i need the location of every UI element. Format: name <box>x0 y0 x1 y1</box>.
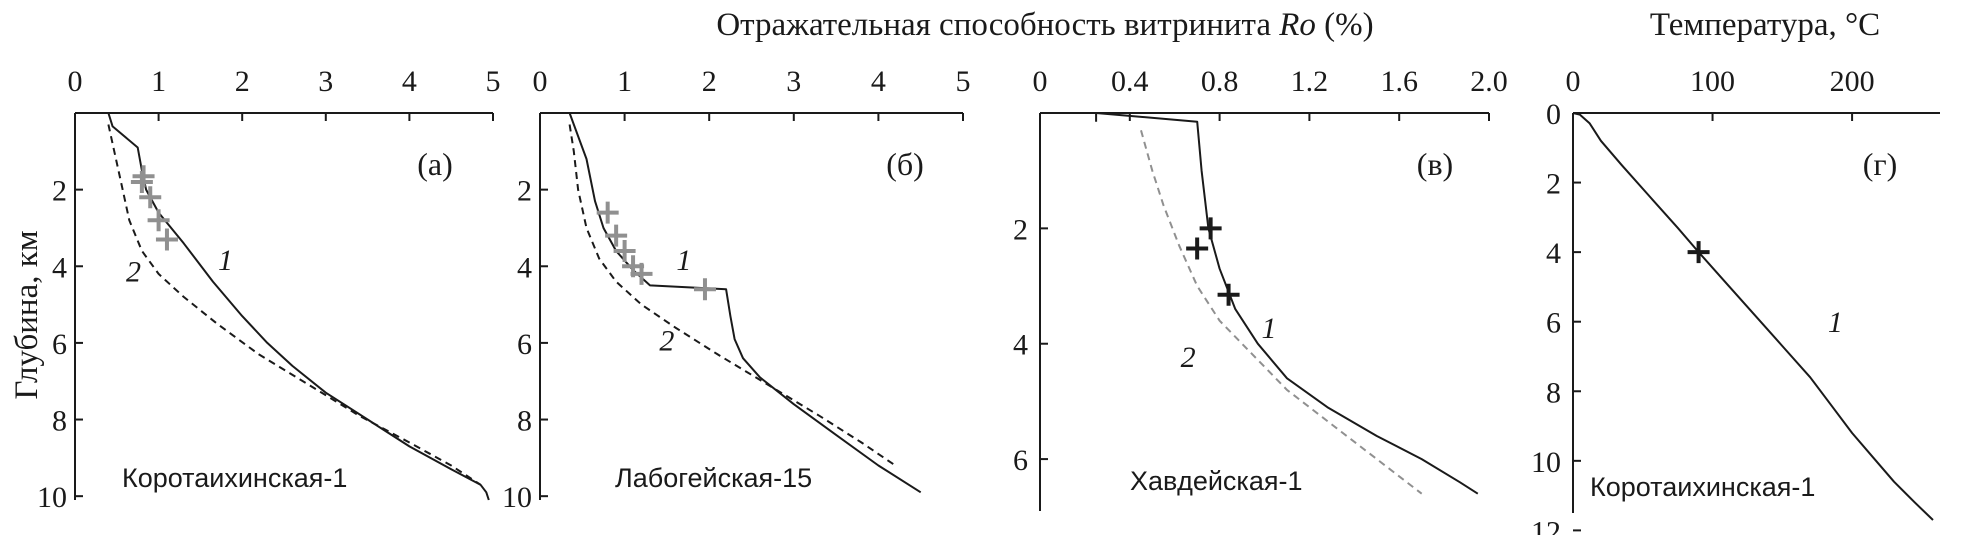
well-label: Коротаихинская-1 <box>1590 472 1815 502</box>
series-line-2 <box>568 124 896 467</box>
y-tick-label: 0 <box>1546 98 1561 131</box>
measurement-marker <box>605 224 628 247</box>
x-tick-label: 1.6 <box>1380 65 1418 98</box>
x-tick-label: 0 <box>68 65 83 98</box>
x-tick-label: 0.8 <box>1201 65 1239 98</box>
curve-label-1: 1 <box>218 244 233 277</box>
y-tick-label: 6 <box>1546 307 1561 340</box>
series-line-1 <box>1095 112 1479 495</box>
x-tick-label: 1.2 <box>1291 65 1329 98</box>
y-tick-label: 4 <box>517 251 532 284</box>
x-tick-label: 0 <box>1566 65 1581 98</box>
ro-axis-title: Отражательная способность витринита Ro (… <box>716 7 1373 43</box>
y-tick-label: 8 <box>1546 376 1561 409</box>
y-tick-label: 8 <box>517 405 532 438</box>
x-tick-label: 0.4 <box>1111 65 1149 98</box>
measurement-marker <box>613 239 636 262</box>
measurement-marker <box>596 201 619 224</box>
x-tick-label: 200 <box>1830 65 1875 98</box>
x-tick-label: 1 <box>151 65 166 98</box>
well-label: Хавдейская-1 <box>1130 466 1302 496</box>
panel-letter: (г) <box>1863 146 1897 182</box>
y-tick-label: 4 <box>1546 237 1561 270</box>
measurement-marker <box>1687 241 1710 264</box>
y-tick-label: 10 <box>502 481 532 514</box>
panel-letter: (а) <box>417 146 453 182</box>
series-line-1 <box>1572 112 1934 521</box>
y-tick-label: 6 <box>517 328 532 361</box>
y-tick-label: 4 <box>52 251 67 284</box>
x-tick-label: 5 <box>486 65 501 98</box>
depth-axis-title: Глубина, км <box>9 230 45 399</box>
panel-4: 0 100 200 0 2 4 6 8 10 12 1 (г) Коротаихинская-1 <box>1531 65 1940 535</box>
y-tick-label: 6 <box>52 328 67 361</box>
curve-label-1: 1 <box>1828 306 1843 339</box>
measurement-marker <box>693 278 716 301</box>
curve-label-2: 2 <box>1181 341 1196 374</box>
x-tick-label: 1 <box>617 65 632 98</box>
x-tick-label: 0 <box>533 65 548 98</box>
y-tick-label: 2 <box>52 175 67 208</box>
y-tick-label: 2 <box>517 175 532 208</box>
measurement-marker <box>147 209 170 232</box>
y-tick-label: 6 <box>1013 444 1028 477</box>
series-line-1 <box>107 112 490 501</box>
measurement-marker <box>132 165 155 188</box>
curve-label-1: 1 <box>1261 312 1276 345</box>
ro-axis-title-italic: Ro <box>1278 7 1316 43</box>
x-tick-label: 3 <box>786 65 801 98</box>
x-tick-label: 100 <box>1690 65 1735 98</box>
x-tick-label: 4 <box>402 65 417 98</box>
x-tick-label: 4 <box>871 65 886 98</box>
measurement-marker <box>1186 237 1209 260</box>
well-label: Лабогейская-15 <box>615 463 812 493</box>
y-tick-label: 12 <box>1531 515 1561 535</box>
measurement-marker <box>155 228 178 251</box>
x-tick-label: 2.0 <box>1470 65 1508 98</box>
series-line-1 <box>568 112 922 494</box>
curve-label-2: 2 <box>126 256 141 289</box>
y-tick-label: 2 <box>1546 168 1561 201</box>
y-tick-label: 8 <box>52 405 67 438</box>
curve-label-2: 2 <box>659 325 674 358</box>
y-tick-label: 4 <box>1013 329 1028 362</box>
panel-letter: (б) <box>886 146 924 182</box>
measurement-marker <box>139 186 162 209</box>
well-label: Коротаихинская-1 <box>122 463 347 493</box>
x-tick-label: 0 <box>1033 65 1048 98</box>
y-tick-label: 2 <box>1013 213 1028 246</box>
ro-axis-title-tail: (%) <box>1316 7 1374 43</box>
panel-3: 0 0.4 0.8 1.2 1.6 2.0 2 4 6 1 2 (в) Хавдейская-1 <box>1013 65 1508 511</box>
panel-letter: (в) <box>1417 146 1453 182</box>
series-line-2 <box>107 124 482 486</box>
measurement-marker <box>1217 283 1240 306</box>
curve-label-1: 1 <box>676 244 691 277</box>
x-tick-label: 3 <box>318 65 333 98</box>
y-tick-label: 10 <box>37 481 67 514</box>
x-tick-label: 2 <box>702 65 717 98</box>
x-tick-label: 5 <box>956 65 971 98</box>
x-tick-label: 2 <box>235 65 250 98</box>
ro-axis-title-main: Отражательная способность витринита <box>716 7 1279 43</box>
y-tick-label: 10 <box>1531 446 1561 479</box>
measurement-marker <box>630 262 653 285</box>
series-line-2 <box>1140 130 1423 495</box>
measurement-marker <box>1199 217 1222 240</box>
temp-axis-title: Температура, °C <box>1650 7 1880 43</box>
